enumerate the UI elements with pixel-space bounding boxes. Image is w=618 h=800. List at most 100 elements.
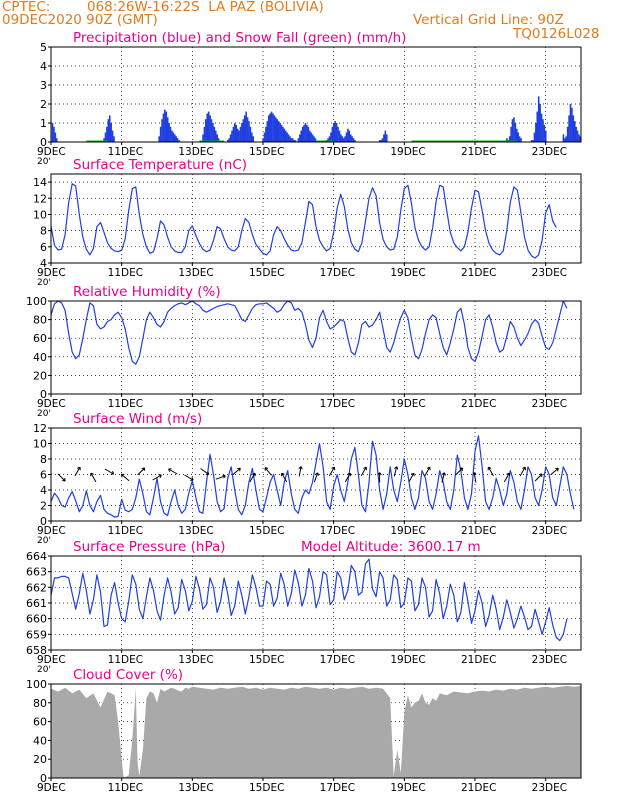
- precip-bar: [579, 136, 582, 142]
- wind-arrow-icon: [503, 472, 511, 483]
- precip-bar: [282, 126, 284, 142]
- precip-bar: [248, 121, 250, 142]
- rh-line: [50, 300, 568, 365]
- precip-bar: [340, 134, 342, 142]
- precip-bar: [213, 126, 216, 142]
- precip-bar: [165, 111, 168, 142]
- wind-arrow-icon: [90, 472, 97, 483]
- wind-arrow-icon: [120, 473, 130, 482]
- precip-bar: [533, 132, 536, 142]
- wind-arrow-icon: [249, 472, 256, 483]
- precip-bar: [544, 130, 547, 142]
- precip-bar: [297, 138, 300, 142]
- x-tick-label: 9DEC: [37, 398, 66, 410]
- precip-bar: [250, 132, 253, 142]
- precip-bar: [576, 130, 579, 142]
- precip-bar: [162, 113, 165, 142]
- precip-bar: [106, 126, 108, 142]
- precip-bar: [508, 136, 511, 142]
- precip-bar: [168, 123, 170, 142]
- wind-arrow-icon: [550, 467, 559, 476]
- y-tick-label: 8: [40, 453, 47, 466]
- x-year-fragment: 20': [37, 157, 51, 167]
- precip-bar: [572, 115, 575, 142]
- y-tick-label: 5: [40, 41, 47, 54]
- y-tick-label: 659: [26, 628, 47, 641]
- precip-bar: [207, 111, 210, 142]
- precip-bar: [229, 134, 232, 142]
- x-year-fragment: 20': [37, 665, 51, 675]
- temp-frame: [50, 173, 582, 264]
- x-tick-label: 15DEC: [249, 654, 284, 666]
- y-tick-label: 20: [33, 753, 47, 766]
- x-tick-label: 23DEC: [532, 654, 567, 666]
- precip-bar: [267, 115, 270, 142]
- precip-bar: [331, 126, 334, 142]
- precip-bar: [304, 123, 307, 142]
- wind-arrow-icon: [104, 468, 115, 475]
- y-tick-label: 661: [26, 597, 47, 610]
- precip-bar: [273, 115, 276, 142]
- precip-bar: [252, 136, 254, 142]
- precip-bar: [506, 138, 508, 142]
- precip-bar: [517, 132, 519, 142]
- precip-bar: [209, 115, 211, 142]
- y-tick-label: 80: [33, 314, 47, 327]
- y-tick-label: 662: [26, 581, 47, 594]
- wind-arrow-icon: [137, 467, 146, 476]
- precip-bar: [332, 123, 335, 142]
- precip-bar: [314, 138, 317, 142]
- precip-bar: [381, 138, 384, 142]
- x-tick-label: 23DEC: [532, 146, 567, 158]
- precip-bar: [539, 104, 541, 142]
- x-tick-label: 11DEC: [108, 267, 143, 279]
- precip-bar: [530, 140, 533, 142]
- precip-bar: [53, 126, 55, 142]
- precip-bar: [161, 119, 163, 142]
- precip-bar: [173, 134, 176, 142]
- x-tick-label: 11DEC: [108, 146, 143, 158]
- precip-title: Precipitation (blue) and Snow Fall (gree…: [73, 30, 406, 46]
- y-tick-label: 4: [40, 257, 47, 270]
- y-tick-label: 3: [40, 79, 47, 92]
- precip-bar: [537, 96, 540, 142]
- precip-bar: [228, 138, 230, 142]
- y-tick-label: 658: [26, 644, 47, 657]
- precip-bar: [513, 117, 515, 142]
- precip-bar: [202, 134, 204, 142]
- rh-title: Relative Humidity (%): [73, 284, 221, 300]
- y-tick-label: 100: [26, 678, 47, 691]
- y-tick-label: 0: [40, 388, 47, 401]
- wind-arrow-icon: [344, 472, 352, 483]
- wind-arrow-icon: [393, 466, 399, 477]
- precip-bar: [104, 132, 107, 142]
- x-tick-label: 17DEC: [320, 525, 355, 537]
- precip-bar: [246, 117, 249, 142]
- x-tick-label: 23DEC: [532, 398, 567, 410]
- precip-bar: [310, 132, 312, 142]
- precip-bar: [203, 126, 206, 142]
- pres-line: [50, 558, 568, 642]
- precip-bar: [341, 136, 344, 142]
- precip-bar: [171, 130, 173, 142]
- precip-bar: [385, 134, 388, 142]
- precip-bar: [205, 119, 207, 142]
- wind-arrow-icon: [360, 466, 368, 477]
- precip-bar: [226, 140, 229, 142]
- precip-bar: [283, 128, 286, 142]
- precip-bar: [216, 134, 218, 142]
- wind-arrow-icon: [57, 473, 66, 482]
- precip-bar: [234, 123, 236, 142]
- precip-bar: [111, 130, 114, 142]
- y-tick-label: 0: [40, 772, 47, 785]
- x-tick-label: 19DEC: [390, 654, 425, 666]
- x-tick-label: 9DEC: [37, 146, 66, 158]
- precip-bar: [243, 115, 246, 142]
- x-tick-label: 23DEC: [532, 525, 567, 537]
- wind-arrow-icon: [200, 468, 210, 475]
- y-tick-label: 60: [33, 332, 47, 345]
- precip-bar: [349, 134, 352, 142]
- precip-bar: [286, 132, 288, 142]
- precip-bar: [206, 113, 209, 142]
- y-tick-label: 12: [33, 422, 47, 435]
